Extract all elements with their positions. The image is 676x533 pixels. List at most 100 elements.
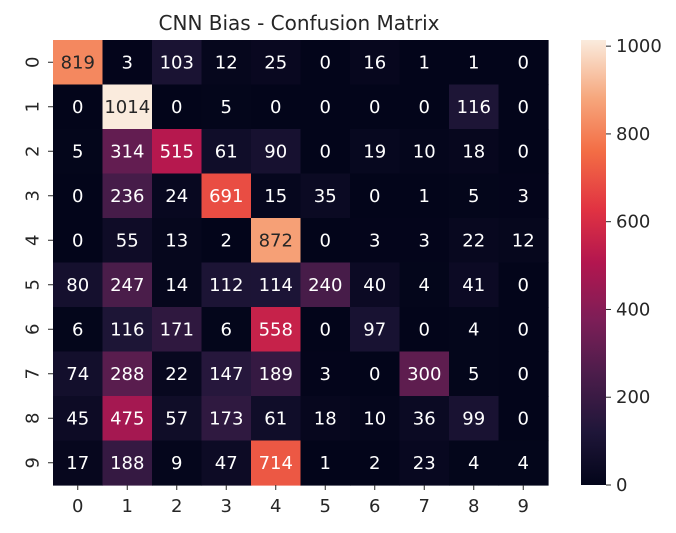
cell-value-label: 1014 [104, 97, 150, 118]
cell-value-label: 188 [110, 453, 144, 474]
heatmap-cell [251, 307, 302, 353]
cell-value-label: 74 [66, 364, 89, 385]
cell-value-label: 288 [110, 364, 144, 385]
cell-value-label: 515 [160, 141, 194, 162]
heatmap-cell [399, 351, 450, 397]
cell-value-label: 14 [165, 275, 188, 296]
cell-value-label: 10 [363, 408, 386, 429]
heatmap-cell [350, 40, 401, 86]
cell-value-label: 5 [221, 97, 232, 118]
cell-value-label: 17 [66, 453, 89, 474]
heatmap-cell [498, 173, 549, 219]
cell-value-label: 112 [209, 275, 243, 296]
heatmap-cell [350, 396, 401, 442]
x-tick-label: 4 [270, 496, 281, 517]
cell-value-label: 3 [320, 364, 331, 385]
cell-value-label: 6 [221, 319, 232, 340]
y-tick-label: 9 [23, 457, 44, 468]
heatmap-cell [399, 396, 450, 442]
heatmap-cell [300, 129, 351, 175]
heatmap-cell [350, 440, 401, 486]
heatmap-cell [251, 440, 302, 486]
heatmap-cell [53, 440, 104, 486]
x-tick-label: 0 [72, 496, 83, 517]
heatmap-cell [102, 262, 153, 308]
cell-value-label: 103 [160, 52, 194, 73]
y-tick-label: 1 [23, 101, 44, 112]
cell-value-label: 114 [259, 275, 293, 296]
heatmap-cell [300, 40, 351, 86]
cell-value-label: 9 [171, 453, 182, 474]
heatmap-cell [449, 440, 500, 486]
y-tick-label: 7 [23, 368, 44, 379]
heatmap-cell [53, 40, 104, 86]
heatmap-cell [102, 173, 153, 219]
heatmap-cell [102, 84, 153, 130]
cell-value-label: 24 [165, 186, 188, 207]
heatmap-cell [201, 84, 252, 130]
heatmap-cell [201, 173, 252, 219]
cell-value-label: 19 [363, 141, 386, 162]
heatmap-cell [350, 173, 401, 219]
heatmap-cell [201, 440, 252, 486]
heatmap-cell [300, 173, 351, 219]
x-tick-label: 1 [122, 496, 133, 517]
heatmap-cell [53, 218, 104, 264]
heatmap-cell [201, 218, 252, 264]
cell-value-label: 5 [468, 186, 479, 207]
cell-value-label: 0 [518, 319, 529, 340]
heatmap-cell [350, 307, 401, 353]
heatmap-cell [53, 351, 104, 397]
cell-value-label: 247 [110, 275, 144, 296]
cell-value-label: 116 [457, 97, 491, 118]
heatmap-cell [251, 129, 302, 175]
cell-value-label: 475 [110, 408, 144, 429]
heatmap-cell [251, 40, 302, 86]
cell-value-label: 35 [314, 186, 337, 207]
heatmap-cell [102, 396, 153, 442]
cell-value-label: 0 [369, 364, 380, 385]
heatmap-cell [152, 84, 203, 130]
cell-value-label: 236 [110, 186, 144, 207]
cell-value-label: 3 [369, 230, 380, 251]
cell-value-label: 12 [512, 230, 535, 251]
cell-value-label: 0 [518, 364, 529, 385]
colorbar: 0 200 400 600 800 1000 [581, 36, 662, 496]
heatmap-cell [399, 440, 450, 486]
cell-value-label: 3 [419, 230, 430, 251]
heatmap-cell [152, 262, 203, 308]
cell-value-label: 173 [209, 408, 243, 429]
cell-value-label: 116 [110, 319, 144, 340]
cell-value-label: 90 [264, 141, 287, 162]
cell-value-label: 0 [518, 275, 529, 296]
heatmap-cell [251, 173, 302, 219]
cell-value-label: 0 [320, 141, 331, 162]
heatmap-cell [449, 129, 500, 175]
cell-value-label: 714 [259, 453, 293, 474]
cell-value-label: 45 [66, 408, 89, 429]
cell-value-label: 40 [363, 275, 386, 296]
cell-value-label: 171 [160, 319, 194, 340]
heatmap-cell [498, 262, 549, 308]
cell-value-label: 41 [462, 275, 485, 296]
cell-value-label: 0 [518, 408, 529, 429]
heatmap-cell [399, 218, 450, 264]
heatmap-cell [251, 262, 302, 308]
cell-value-label: 6 [72, 319, 83, 340]
cell-value-label: 5 [468, 364, 479, 385]
cell-value-label: 10 [413, 141, 436, 162]
cell-value-label: 4 [468, 319, 479, 340]
heatmap-cell [53, 396, 104, 442]
cell-value-label: 47 [215, 453, 238, 474]
heatmap-cell [399, 262, 450, 308]
cell-value-label: 97 [363, 319, 386, 340]
heatmap-cell [300, 396, 351, 442]
heatmap-cell [300, 218, 351, 264]
x-tick-label: 2 [171, 496, 182, 517]
heatmap-cell [53, 262, 104, 308]
heatmap-cell [498, 84, 549, 130]
cell-value-label: 23 [413, 453, 436, 474]
colorbar-gradient [581, 40, 606, 485]
cell-value-label: 240 [308, 275, 342, 296]
heatmap-cell [152, 440, 203, 486]
